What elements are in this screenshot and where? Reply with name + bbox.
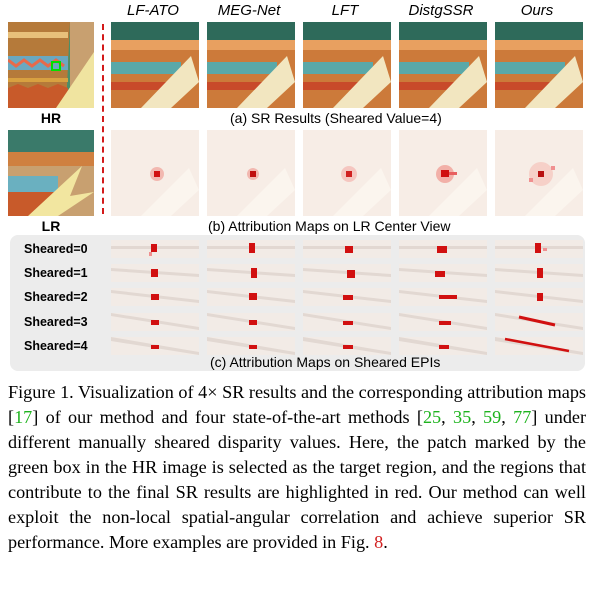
subcaption-b: (b) Attribution Maps on LR Center View [208, 218, 451, 234]
subcaption-c: (c) Attribution Maps on Sheared EPIs [210, 354, 440, 370]
method-label-distgssr: DistgSSR [396, 2, 486, 19]
epi-map [207, 264, 295, 282]
epi-map [495, 337, 583, 355]
method-label-meg-net: MEG-Net [204, 2, 294, 19]
epi-map [399, 337, 487, 355]
sheared-label-2: Sheared=2 [24, 290, 88, 304]
attribution-map-lft [303, 130, 391, 216]
epi-map [207, 337, 295, 355]
epi-map [111, 288, 199, 306]
epi-map [399, 288, 487, 306]
epi-map [111, 313, 199, 331]
attribution-map-meg-net [207, 130, 295, 216]
lr-image [8, 130, 94, 216]
epi-map [303, 264, 391, 282]
epi-map [495, 288, 583, 306]
sr-result-meg-net [207, 22, 295, 108]
sr-result-lft [303, 22, 391, 108]
hr-image [8, 22, 94, 108]
epi-map [303, 240, 391, 258]
citation-link-17[interactable]: 17 [14, 407, 32, 427]
epi-map [303, 337, 391, 355]
method-label-ours: Ours [492, 2, 582, 19]
attribution-map-distgssr [399, 130, 487, 216]
hr-label: HR [6, 110, 96, 126]
method-label-lft: LFT [300, 2, 390, 19]
divider-line [102, 24, 104, 214]
epi-map [303, 313, 391, 331]
epi-map [495, 240, 583, 258]
epi-map [399, 240, 487, 258]
sheared-label-3: Sheared=3 [24, 315, 88, 329]
epi-map [495, 264, 583, 282]
sr-result-distgssr [399, 22, 487, 108]
sr-result-ours [495, 22, 583, 108]
epi-map [207, 288, 295, 306]
citation-link-25[interactable]: 25 [423, 407, 441, 427]
epi-map [303, 288, 391, 306]
epi-map [399, 313, 487, 331]
citation-link-35[interactable]: 35 [453, 407, 471, 427]
subcaption-a: (a) SR Results (Sheared Value=4) [230, 110, 442, 126]
attribution-map-ours [495, 130, 583, 216]
epi-map [495, 313, 583, 331]
lr-label: LR [6, 218, 96, 234]
sheared-label-4: Sheared=4 [24, 339, 88, 353]
citation-link-77[interactable]: 77 [513, 407, 531, 427]
epi-map [111, 264, 199, 282]
method-label-lf-ato: LF-ATO [108, 2, 198, 19]
epi-map [207, 313, 295, 331]
figure-link-8[interactable]: 8 [374, 532, 383, 552]
citation-link-59[interactable]: 59 [483, 407, 501, 427]
figure-caption: Figure 1. Visualization of 4× SR results… [8, 380, 586, 555]
sheared-label-1: Sheared=1 [24, 266, 88, 280]
epi-map [207, 240, 295, 258]
epi-map [111, 337, 199, 355]
epi-map [111, 240, 199, 258]
attribution-map-lf-ato [111, 130, 199, 216]
epi-map [399, 264, 487, 282]
sr-result-lf-ato [111, 22, 199, 108]
sheared-label-0: Sheared=0 [24, 242, 88, 256]
